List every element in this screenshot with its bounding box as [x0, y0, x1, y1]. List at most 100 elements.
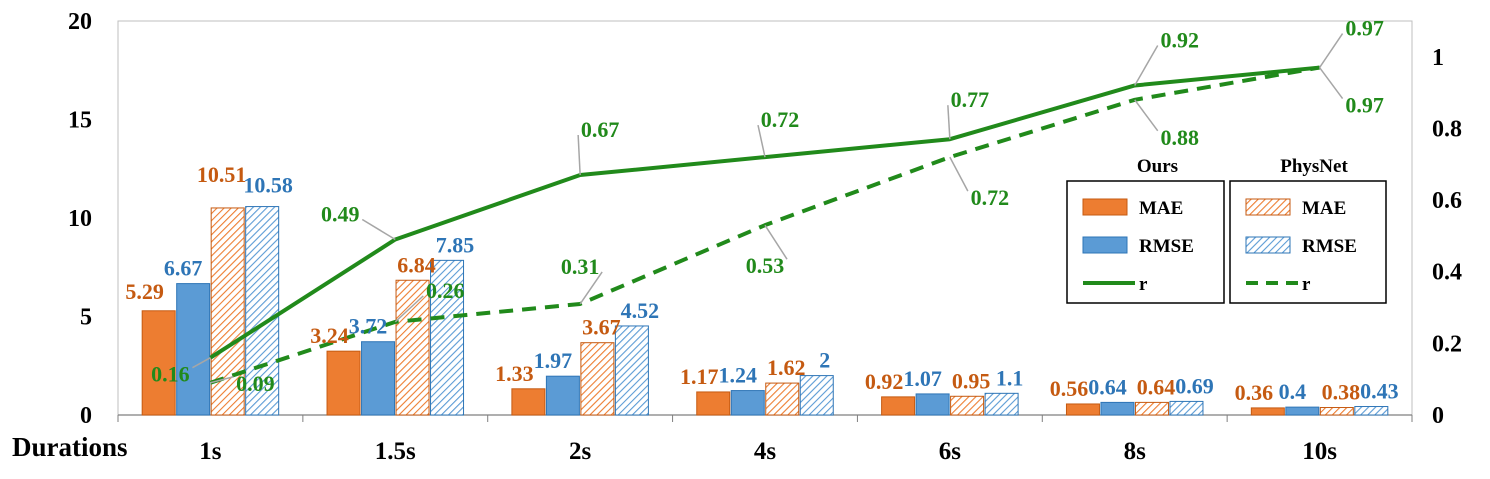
category-label: 4s	[754, 438, 777, 465]
bar-label: 0.56	[1050, 376, 1089, 401]
line-label: 0.67	[581, 117, 620, 142]
legend-swatch	[1245, 198, 1291, 216]
bar-label: 1.33	[495, 361, 534, 386]
leader-line	[577, 134, 581, 176]
bar-label: 1.62	[767, 355, 806, 380]
bar-label: 3.67	[582, 315, 621, 340]
bar-label: 0.92	[865, 369, 904, 394]
line-label: 0.49	[321, 201, 360, 226]
bar-physnet-rmse-1s	[245, 206, 280, 416]
legend-title: Ours	[1137, 156, 1178, 177]
bar-label: 0.69	[1175, 373, 1214, 398]
line-label: 0.26	[426, 278, 465, 303]
category-label: 2s	[569, 438, 592, 465]
bar-label: 1.1	[996, 365, 1024, 390]
leader-line	[1318, 33, 1344, 68]
left-axis-tick-label: 20	[68, 9, 92, 35]
leader-line	[1134, 99, 1159, 132]
bar-ours-rmse-2s	[545, 375, 580, 416]
bar-ours-mae-4s	[696, 391, 731, 416]
bar-ours-rmse-4s	[730, 390, 765, 416]
line-label: 0.53	[746, 253, 785, 278]
bar-label: 1.17	[680, 364, 719, 389]
leader-line	[394, 295, 424, 323]
line-label: 0.31	[561, 254, 600, 279]
bar-label: 1.07	[903, 366, 942, 391]
leader-line	[192, 357, 211, 369]
bar-ours-mae-10s	[1250, 407, 1285, 416]
leader-line	[579, 271, 603, 305]
axes: 0 5 10 15 20 0 0.2 0.4 0.6 0.8 1 1s 1.5s 2s 4s 6s 8s 10s D…	[12, 9, 1462, 465]
line-label: 0.97	[1345, 16, 1384, 41]
bar-physnet-rmse-8s	[1169, 400, 1204, 416]
bar-label: 3.72	[349, 314, 388, 339]
bar-ours-mae-1.5s	[326, 350, 361, 416]
line-label: 0.16	[151, 362, 190, 387]
leader-line	[1134, 45, 1159, 86]
bar-ours-mae-2s	[511, 388, 546, 416]
bar-physnet-rmse-10s	[1354, 406, 1389, 416]
bar-ours-rmse-1.5s	[361, 341, 396, 416]
bar-series	[141, 206, 1389, 416]
bar-label: 5.29	[125, 279, 164, 304]
left-axis-tick-label: 0	[80, 403, 92, 429]
left-axis-tick-label: 15	[68, 108, 92, 134]
legend-swatch	[1082, 198, 1128, 216]
bar-physnet-mae-8s	[1134, 401, 1169, 416]
leader-line	[210, 376, 234, 384]
bar-label: 0.36	[1235, 380, 1274, 405]
bar-ours-rmse-1s	[176, 283, 211, 416]
line-label: 0.77	[951, 87, 990, 112]
bar-label: 10.58	[243, 173, 293, 198]
bar-label: 0.4	[1279, 379, 1307, 404]
legend-entry-label: MAE	[1139, 198, 1183, 219]
line-label: 0.92	[1160, 27, 1199, 52]
bar-label: 6.84	[397, 252, 436, 277]
bar-ours-mae-8s	[1065, 403, 1100, 416]
leader-line	[764, 224, 788, 260]
bar-label: 0.43	[1360, 379, 1399, 404]
line-label: 0.72	[761, 107, 800, 132]
legend-swatch	[1245, 236, 1291, 254]
right-axis-tick-label: 0.4	[1432, 260, 1462, 286]
bar-label: 10.51	[197, 162, 247, 187]
x-axis-title: Durations	[12, 432, 128, 462]
bar-label: 1.24	[719, 363, 758, 388]
bar-physnet-mae-6s	[950, 395, 985, 416]
leader-line	[949, 156, 969, 192]
category-label: 1.5s	[375, 438, 416, 465]
category-label: 8s	[1124, 438, 1147, 465]
left-axis-tick-label: 5	[80, 305, 92, 331]
legend-entry-label: r	[1302, 274, 1311, 295]
category-label: 10s	[1302, 438, 1337, 465]
bar-ours-rmse-6s	[915, 393, 950, 416]
bar-physnet-mae-1.5s	[395, 279, 430, 416]
bar-ours-mae-1s	[141, 310, 176, 416]
bar-label: 1.97	[534, 348, 573, 373]
bar-label: 4.52	[621, 298, 660, 323]
line-label: 0.72	[971, 185, 1010, 210]
bar-physnet-rmse-6s	[984, 392, 1019, 416]
bar-ours-rmse-8s	[1100, 401, 1135, 416]
leader-line	[1318, 67, 1344, 100]
legend-entry-label: MAE	[1302, 198, 1346, 219]
leader-line	[757, 124, 766, 158]
bar-label: 0.95	[952, 368, 991, 393]
left-axis-tick-label: 10	[68, 206, 92, 232]
bar-physnet-mae-4s	[765, 382, 800, 416]
category-label: 1s	[199, 438, 222, 465]
right-axis-tick-label: 1	[1432, 45, 1444, 71]
right-axis-tick-label: 0.8	[1432, 116, 1462, 142]
legend-swatch	[1082, 236, 1128, 254]
data-labels: 5.29 3.24 1.33 1.17 0.92 0.56 0.36 6.67 3.72 1.97…	[125, 16, 1398, 405]
bar-ours-mae-6s	[881, 396, 916, 416]
bar-label: 0.64	[1088, 374, 1127, 399]
legend-entry-label: RMSE	[1139, 236, 1194, 257]
legend-title: PhysNet	[1280, 156, 1348, 177]
leader-line	[361, 218, 396, 241]
line-label: 0.97	[1345, 93, 1384, 118]
bar-label: 7.85	[436, 232, 475, 257]
bar-label: 0.38	[1322, 380, 1361, 405]
leader-line	[947, 105, 951, 140]
